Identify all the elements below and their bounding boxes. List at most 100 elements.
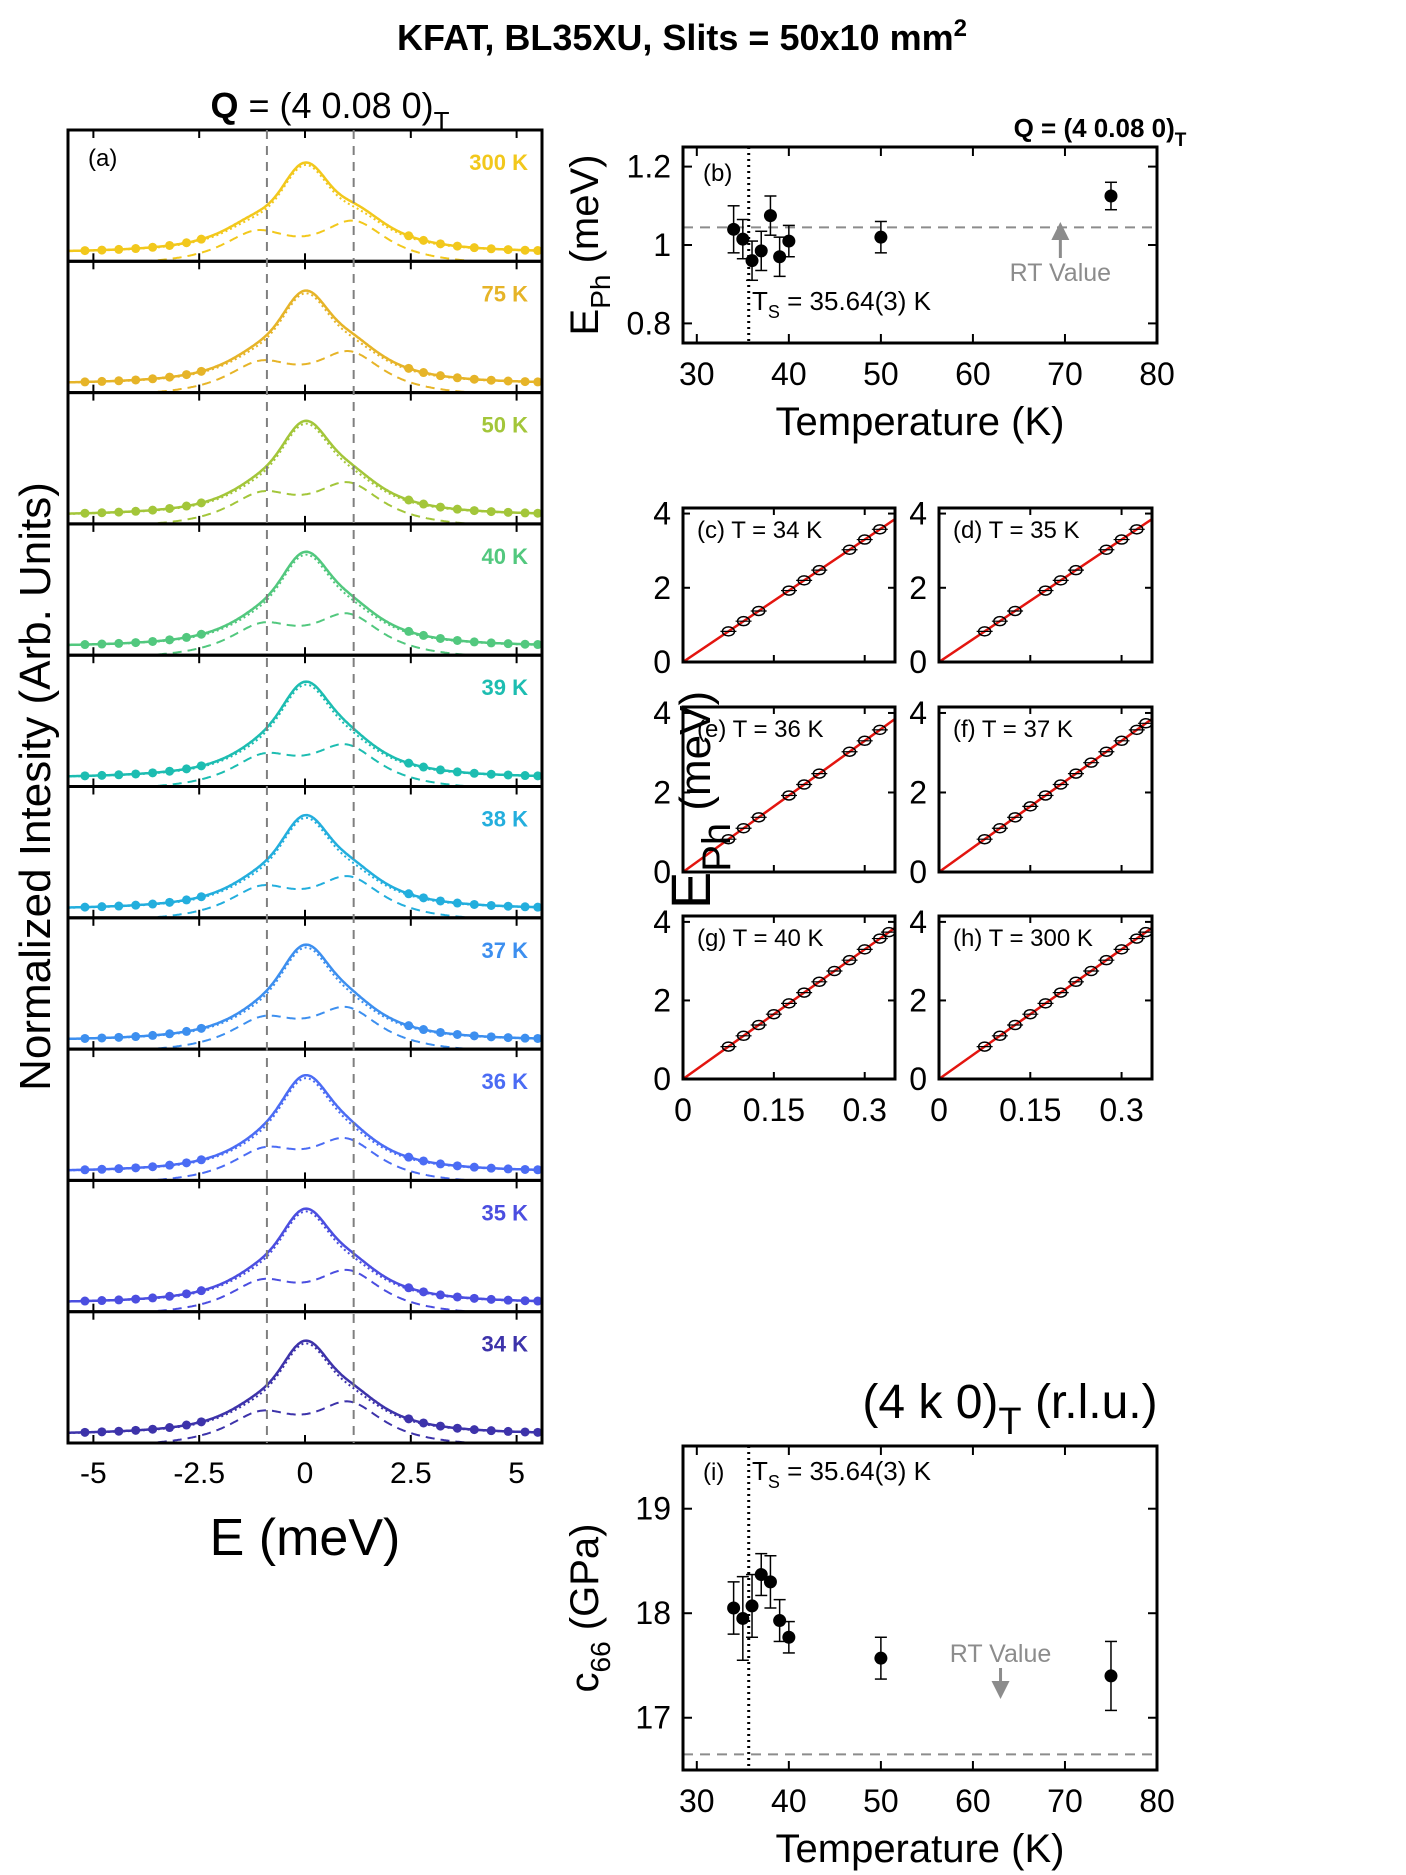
data-point (873, 524, 887, 535)
data-point (727, 222, 741, 236)
subplot-frame (937, 914, 1154, 1081)
temperature-label: 37 K (482, 938, 529, 963)
data-point (812, 564, 827, 576)
spectrum-curves (68, 1339, 542, 1443)
y-tick-label: 2 (653, 774, 671, 810)
spectrum-panel-39k: 39 K (66, 653, 544, 789)
y-tick-label: 2 (653, 570, 671, 606)
subplot-content (683, 717, 895, 872)
data-point (977, 626, 992, 637)
data-point (1008, 1019, 1022, 1031)
data-point (977, 1041, 992, 1052)
fit-curve-dotted (68, 946, 542, 1040)
plot-frame (681, 145, 1159, 345)
y-tick-label: 0 (653, 644, 671, 680)
spectrum-panel-35k: 35 K (66, 1178, 544, 1314)
data-point (797, 575, 811, 586)
x-tick-label: 0.3 (1099, 1092, 1143, 1128)
x-tick-label: 40 (771, 1783, 807, 1819)
y-axis-label-units: (GPa) (563, 1524, 607, 1642)
x-tick-label: 2.5 (390, 1457, 432, 1490)
y-tick-label: 4 (653, 496, 671, 532)
y-tick-label: 1.2 (627, 149, 671, 185)
spectrum-panel-38k: 38 K (66, 785, 544, 920)
y-tick-label: 0 (909, 644, 927, 680)
data-point (812, 768, 827, 779)
spectrum-frame (66, 391, 544, 526)
x-tick-label: 0.3 (842, 1092, 886, 1128)
grid-y-label: EPh (meV) (659, 691, 739, 909)
ts-annotation-main: T (752, 1456, 768, 1486)
temperature-label: 38 K (482, 807, 529, 832)
y-tick-label: 19 (635, 1491, 671, 1527)
ts-annotation-sub: S (768, 302, 780, 322)
x-tick-label: 40 (771, 356, 807, 392)
fit-curve-dotted (68, 553, 542, 647)
y-tick-label: 2 (909, 774, 927, 810)
data-point (1084, 757, 1098, 768)
data-point (1099, 746, 1114, 757)
subplot-content (939, 517, 1152, 662)
y-tick-label: 4 (653, 904, 671, 940)
data-point (1114, 534, 1129, 545)
spectrum-curves (68, 289, 542, 393)
y-tick-label: 0 (909, 854, 927, 890)
spectrum-curves (68, 550, 542, 656)
x-tick-label: 50 (863, 1783, 899, 1819)
data-point (993, 615, 1007, 627)
rt-arrow-head (991, 1681, 1010, 1699)
data-point (1053, 987, 1068, 998)
subplot-label: (h) T = 300 K (953, 925, 1093, 952)
rt-value-label: RT Value (950, 1640, 1051, 1668)
y-tick-label: 1 (653, 227, 671, 263)
fit-curve-dotted (68, 683, 542, 778)
data-point (857, 534, 872, 545)
y-tick-label: 0 (909, 1061, 927, 1097)
data-point (736, 1030, 751, 1042)
data-point (1130, 724, 1144, 736)
spectrum-curves (68, 1207, 542, 1312)
x-tick-label: 30 (679, 356, 715, 392)
data-point (1099, 544, 1114, 555)
x-tick-label: 80 (1139, 356, 1175, 392)
spectrum-frame (66, 916, 544, 1051)
temperature-label: 75 K (482, 281, 529, 306)
spectrum-panel-75k: 75 K (66, 259, 544, 395)
x-tick-label: 5 (508, 1457, 525, 1490)
x-tick-label: 30 (679, 1783, 715, 1819)
panel-a-y-label: Normalized Intesity (Arb. Units) (11, 482, 60, 1091)
data-point (1114, 735, 1129, 747)
data-point (812, 976, 827, 988)
fit-curve-total (68, 161, 542, 253)
panel-a-label: (a) (88, 145, 117, 172)
data-point (782, 234, 796, 248)
y-axis-label-sub: Ph (585, 275, 616, 309)
data-point (782, 790, 796, 801)
panel-label: (i) (703, 1459, 724, 1486)
dispersion-subplot-f: 0 2 4 (f) T = 37 K (909, 695, 1154, 890)
spectrum-curves (68, 161, 542, 262)
spectrum-frame (66, 1310, 544, 1445)
data-point (1104, 1669, 1118, 1683)
fit-curve-total (68, 419, 542, 515)
data-point (1038, 998, 1053, 1009)
data-point (782, 998, 796, 1009)
data-point (751, 812, 766, 823)
data-point (1023, 1008, 1038, 1020)
subplot-frame (681, 705, 897, 874)
panels-c-h-dispersion-grid: 0 2 4 (c) T = 34 K 0 2 4 (d) T = 35 K 0 2 4 (e) T =… (653, 496, 1154, 1128)
data-point (773, 250, 787, 264)
spectrum-curves (68, 680, 542, 787)
y-tick-label: 2 (909, 570, 927, 606)
grid-x-label: (4 k 0)T (r.l.u.) (862, 1376, 1157, 1443)
subplot-label: (c) T = 34 K (697, 517, 822, 544)
panel-a-stacked-spectra: 300 K 75 K 50 K 40 K 39 K 38 K 37 K 36 K 35 K 34 … (11, 128, 544, 1567)
spectrum-frame (66, 1178, 544, 1314)
spectrum-panel-300k: 300 K (66, 128, 544, 263)
subplot-label: (g) T = 40 K (697, 925, 824, 952)
subplot-label: (d) T = 35 K (953, 517, 1080, 544)
y-axis-label: EPh (meV) (563, 155, 616, 336)
temperature-label: 36 K (482, 1069, 529, 1094)
ts-annotation: TS = 35.64(3) K (752, 286, 932, 322)
rt-arrow-head (1051, 222, 1070, 240)
